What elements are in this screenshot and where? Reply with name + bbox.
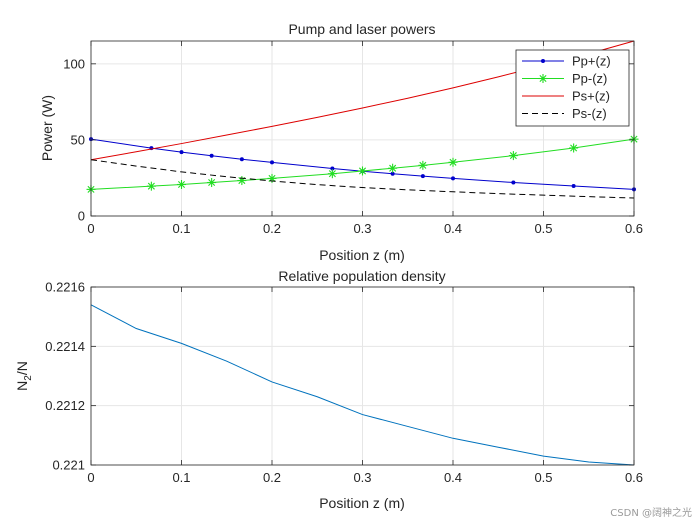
population-chart: Relative population density Position z (… (14, 268, 643, 511)
legend-entry: Pp-(z) (522, 71, 607, 86)
data-point (209, 153, 214, 158)
ylabel-sub: 2 (23, 375, 34, 381)
x-tick-label: 0 (87, 221, 94, 236)
data-point (327, 169, 337, 179)
x-tick-label: 0.1 (172, 470, 190, 485)
data-point (146, 181, 156, 191)
series-line-1 (90, 138, 635, 190)
legend-entry: Pp+(z) (522, 54, 611, 69)
y-tick-label: 0.2214 (45, 339, 85, 354)
y-tick-label: 100 (63, 56, 85, 71)
population-chart-grid (90, 286, 635, 466)
legend-label: Pp-(z) (572, 71, 607, 86)
legend-label: Ps-(z) (572, 106, 607, 121)
legend-marker (538, 74, 548, 83)
power-chart-xlabel: Position z (m) (319, 247, 405, 263)
power-chart-series (86, 40, 639, 199)
x-tick-label: 0.3 (353, 470, 371, 485)
population-chart-series (90, 304, 635, 466)
power-chart: Pump and laser powers Position z (m) Pow… (39, 21, 643, 263)
x-tick-label: 0.5 (534, 221, 552, 236)
x-tick-label: 0.3 (353, 221, 371, 236)
x-tick-label: 0.6 (625, 221, 643, 236)
x-tick-label: 0.2 (263, 221, 281, 236)
watermark: CSDN @阔神之光 (610, 508, 692, 519)
data-point (451, 176, 455, 181)
x-tick-label: 0.4 (444, 470, 462, 485)
legend-label: Ps+(z) (572, 89, 610, 104)
x-tick-label: 0.6 (625, 470, 643, 485)
population-chart-ylabel: N2/N (14, 361, 34, 391)
population-chart-title: Relative population density (278, 268, 445, 284)
x-tick-label: 0.5 (534, 470, 552, 485)
data-point (418, 160, 428, 170)
power-chart-ticks: 0 0.1 0.2 0.3 0.4 0.5 0.6 0 50 100 (63, 40, 643, 236)
data-point (511, 180, 516, 185)
series-line-0 (90, 138, 635, 190)
power-chart-title: Pump and laser powers (288, 21, 435, 37)
data-point (270, 160, 274, 165)
ylabel-main: N (14, 381, 30, 391)
data-point (207, 178, 217, 188)
series-line-0 (90, 304, 635, 466)
data-point (508, 151, 518, 161)
data-point (239, 157, 244, 162)
y-tick-label: 0.2212 (45, 398, 85, 413)
x-tick-label: 0.4 (444, 221, 462, 236)
data-point (448, 157, 458, 167)
legend-label: Pp+(z) (572, 54, 611, 69)
data-point (388, 163, 398, 173)
series-line-3 (90, 159, 635, 199)
ylabel-tail: /N (14, 361, 30, 375)
data-point (569, 143, 579, 153)
data-point (420, 174, 425, 179)
data-point (571, 184, 576, 189)
data-point (330, 166, 335, 171)
x-tick-label: 0 (87, 470, 94, 485)
x-tick-label: 0.2 (263, 470, 281, 485)
legend-entry: Ps+(z) (522, 89, 610, 104)
legend-entry: Ps-(z) (522, 106, 607, 121)
data-point (237, 176, 247, 186)
power-chart-ylabel: Power (W) (39, 95, 55, 161)
population-chart-xlabel: Position z (m) (319, 495, 405, 511)
data-point (390, 171, 395, 176)
x-tick-label: 0.1 (172, 221, 190, 236)
y-tick-label: 0.2216 (45, 280, 85, 295)
population-chart-ticks: 0 0.1 0.2 0.3 0.4 0.5 0.6 0.221 0.2212 0.2214 0.22… (45, 280, 643, 486)
data-point (358, 166, 367, 176)
data-point (177, 180, 186, 189)
y-tick-label: 0.221 (52, 458, 85, 473)
power-chart-legend: Pp+(z) Pp-(z) Ps+(z) Ps-(z) (515, 49, 630, 127)
y-tick-label: 50 (71, 132, 85, 147)
y-tick-label: 0 (78, 209, 85, 224)
legend-marker (541, 59, 545, 63)
data-point (179, 150, 184, 155)
